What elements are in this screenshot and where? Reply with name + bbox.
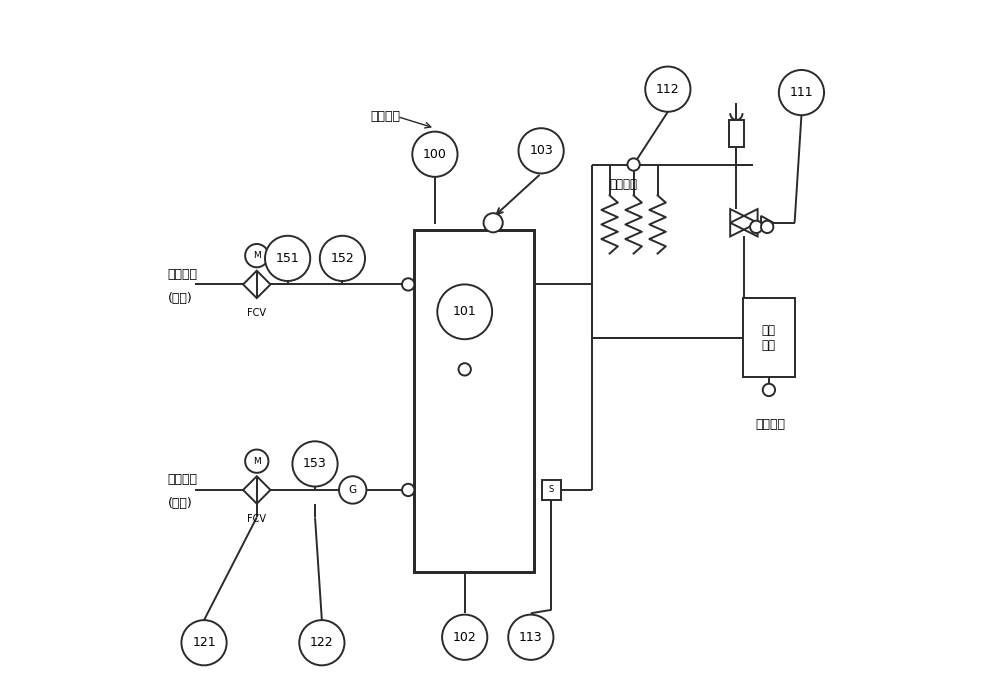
Circle shape xyxy=(265,236,310,281)
Text: 122: 122 xyxy=(310,636,334,649)
Text: 用于排气: 用于排气 xyxy=(371,110,401,123)
Text: 102: 102 xyxy=(453,630,477,644)
Text: (集管): (集管) xyxy=(168,497,192,510)
Text: 111: 111 xyxy=(790,86,813,99)
Text: 113: 113 xyxy=(519,630,543,644)
Circle shape xyxy=(292,441,338,487)
Text: 121: 121 xyxy=(192,636,216,649)
Text: M: M xyxy=(253,251,261,260)
Bar xyxy=(542,480,561,500)
Text: 加压气体: 加压气体 xyxy=(756,419,786,431)
Bar xyxy=(414,229,534,463)
Text: FCV: FCV xyxy=(247,514,266,524)
Circle shape xyxy=(627,159,640,171)
Text: FCV: FCV xyxy=(247,308,266,318)
Text: M: M xyxy=(253,456,261,466)
Circle shape xyxy=(402,484,414,496)
Text: G: G xyxy=(349,485,357,495)
Bar xyxy=(743,298,795,377)
Text: 152: 152 xyxy=(331,252,354,265)
Circle shape xyxy=(779,70,824,115)
Circle shape xyxy=(412,131,458,177)
Circle shape xyxy=(437,284,492,339)
Bar xyxy=(414,229,534,572)
Bar xyxy=(414,391,534,510)
Text: 103: 103 xyxy=(529,144,553,157)
Circle shape xyxy=(320,236,365,281)
Circle shape xyxy=(181,620,227,665)
Text: 112: 112 xyxy=(656,82,680,96)
Text: 100: 100 xyxy=(423,147,447,161)
Text: S: S xyxy=(549,485,554,494)
Text: 液体进入: 液体进入 xyxy=(168,268,198,280)
Text: 153: 153 xyxy=(303,457,327,470)
Circle shape xyxy=(518,128,564,173)
Bar xyxy=(414,510,534,572)
Circle shape xyxy=(245,244,268,267)
Text: 151: 151 xyxy=(276,252,299,265)
Text: 101: 101 xyxy=(453,305,477,318)
Circle shape xyxy=(750,221,762,233)
Text: (集管): (集管) xyxy=(168,291,192,305)
Circle shape xyxy=(442,614,487,660)
Circle shape xyxy=(645,66,690,112)
Text: 液体出去: 液体出去 xyxy=(168,473,198,487)
Text: 供气集管: 供气集管 xyxy=(610,178,638,192)
Bar xyxy=(729,120,744,147)
Circle shape xyxy=(402,278,414,291)
Circle shape xyxy=(459,363,471,375)
Circle shape xyxy=(763,384,775,396)
Circle shape xyxy=(299,620,344,665)
Bar xyxy=(414,229,534,572)
Circle shape xyxy=(761,221,773,233)
Circle shape xyxy=(484,213,503,232)
Circle shape xyxy=(508,614,553,660)
Text: 气体
进料: 气体 进料 xyxy=(762,324,776,352)
Circle shape xyxy=(339,476,366,504)
Circle shape xyxy=(245,449,268,473)
